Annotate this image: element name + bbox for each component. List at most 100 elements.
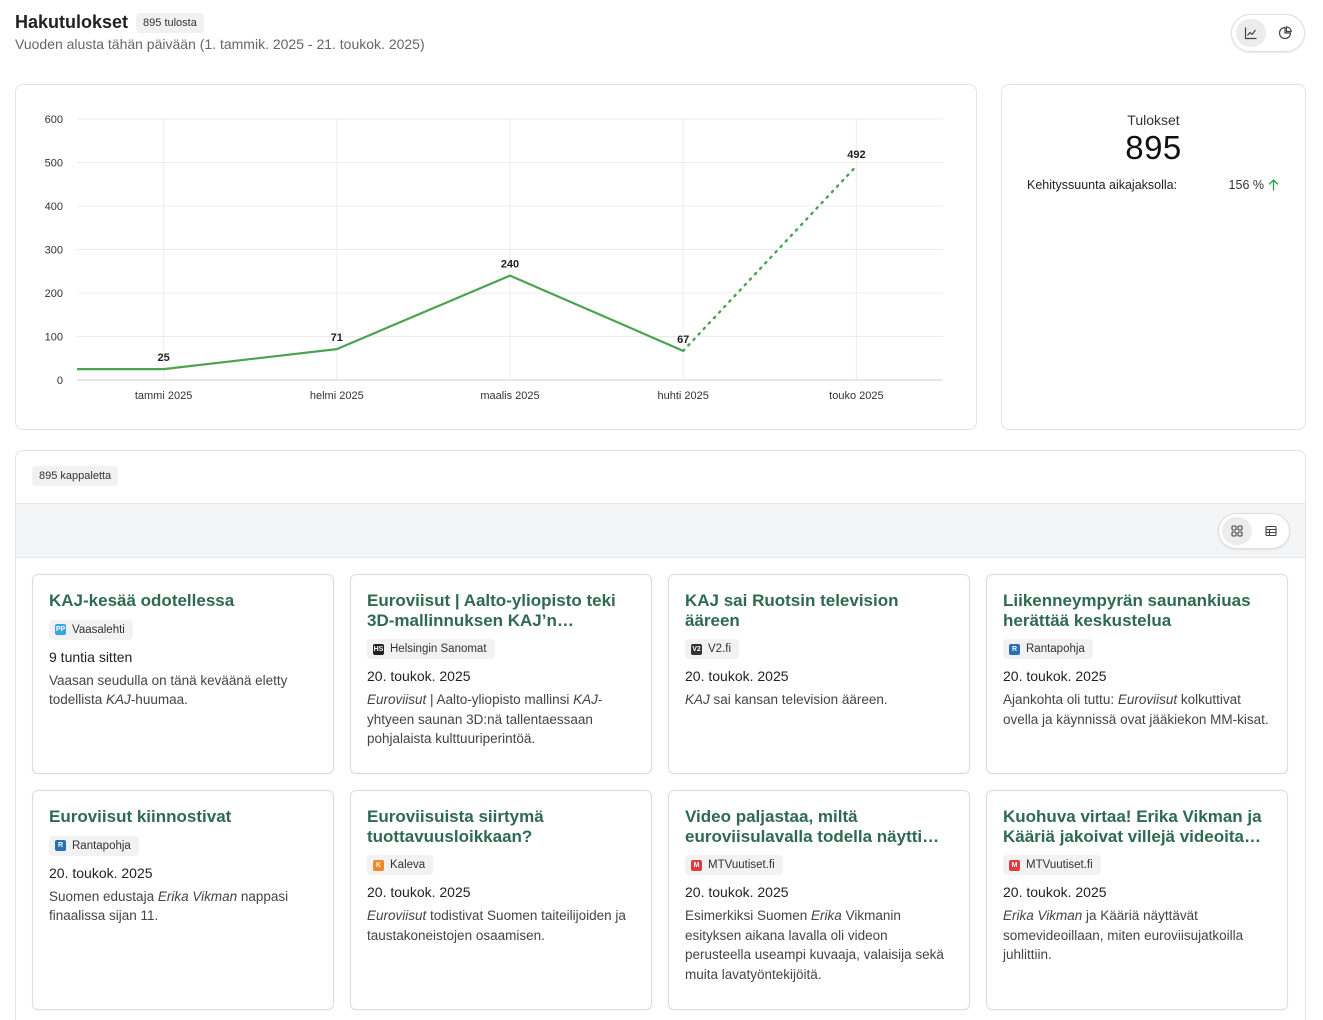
result-title[interactable]: Euroviisut | Aalto-yliopisto teki 3D-mal… (367, 591, 616, 630)
result-card[interactable]: KAJ sai Ruotsin television ääreen V2 V2.f… (668, 574, 970, 774)
source-name: MTVuutiset.fi (1026, 859, 1093, 871)
source-tag[interactable]: M MTVuutiset.fi (1003, 855, 1101, 875)
trend-line-chart: 0 100 200 300 400 500 600 tammi 2025 helmi 2025 m… (45, 114, 943, 402)
y-tick-label: 200 (45, 288, 63, 300)
results-count-badge: 895 kappaletta (32, 466, 119, 486)
result-date: 20. toukok. 2025 (685, 884, 789, 900)
x-tick-label: touko 2025 (829, 390, 883, 402)
source-name: Vaasalehti (72, 623, 125, 636)
source-tag[interactable]: R Rantapohja (49, 835, 139, 856)
result-excerpt: Ajankohta oli tuttu: Euroviisut kolkutti… (1003, 692, 1269, 727)
result-excerpt: Vaasan seudulla on tänä keväänä eletty t… (49, 672, 288, 708)
data-label: 67 (677, 334, 689, 346)
stats-card: Tulokset 895 Kehityssuunta aikajaksolla:… (1001, 84, 1306, 430)
source-tag[interactable]: PP Vaasalehti (49, 619, 133, 640)
table-icon (1265, 525, 1277, 537)
data-label: 71 (331, 332, 343, 344)
result-title[interactable]: Kuohuva virtaa! Erika Vikman ja Kääriä j… (1003, 807, 1262, 846)
source-logo-icon: R (55, 840, 66, 851)
source-name: Helsingin Sanomat (390, 643, 487, 655)
data-label: 492 (847, 149, 865, 161)
source-logo-icon: R (1009, 643, 1020, 655)
stats-label: Tulokset (1127, 112, 1180, 128)
result-excerpt: Euroviisut todistivat Suomen taiteilijoi… (367, 908, 626, 943)
source-logo-icon: PP (55, 624, 66, 635)
source-name: Rantapohja (1026, 643, 1085, 655)
pie-chart-icon (1278, 26, 1292, 40)
source-logo-icon: K (373, 859, 384, 871)
result-date: 20. toukok. 2025 (1003, 668, 1107, 684)
y-tick-label: 600 (45, 114, 63, 126)
y-tick-label: 400 (45, 201, 63, 213)
table-view-button[interactable] (1256, 517, 1286, 545)
y-tick-label: 100 (45, 332, 63, 344)
results-toolbar (16, 504, 1305, 558)
result-excerpt: KAJ sai kansan television ääreen. (685, 692, 888, 707)
trend-chart-card: 0 100 200 300 400 500 600 tammi 2025 helmi 2025 m… (15, 84, 977, 430)
results-panel: 895 kappaletta KAJ-kesää odotel (15, 450, 1306, 1020)
source-name: V2.fi (708, 643, 732, 655)
y-tick-label: 0 (57, 375, 63, 387)
page-title: Hakutulokset (15, 12, 129, 32)
result-title[interactable]: Video paljastaa, miltä euroviisulavalla … (685, 807, 923, 846)
result-excerpt: Euroviisut | Aalto-yliopisto mallinsi KA… (367, 692, 603, 746)
x-tick-label: helmi 2025 (310, 390, 364, 402)
x-tick-label: tammi 2025 (135, 390, 192, 402)
source-tag[interactable]: K Kaleva (367, 855, 434, 875)
result-card[interactable]: Liikenneympyrän saunankiuas herättää kes… (986, 574, 1288, 774)
result-card[interactable]: Euroviisuista siirtymä tuottavuusloikkaa… (350, 790, 652, 1010)
result-count-badge: 895 tulosta (136, 12, 204, 33)
source-name: Rantapohja (72, 839, 131, 852)
data-label: 25 (157, 352, 169, 364)
source-logo-icon: HS (373, 643, 384, 655)
trend-value: 156 % (1228, 178, 1264, 192)
source-logo-icon: V2 (691, 643, 702, 655)
result-title[interactable]: Euroviisut kiinnostivat (49, 807, 232, 826)
result-title[interactable]: KAJ-kesää odotellessa (49, 591, 235, 610)
result-card[interactable]: KAJ-kesää odotellessa PP Vaasalehti 9 tun… (32, 574, 334, 774)
y-tick-label: 500 (45, 158, 63, 170)
line-chart-icon (1244, 27, 1257, 40)
result-card[interactable]: Euroviisut kiinnostivat R Rantapohja 20. … (32, 790, 334, 1010)
layout-toggle (1218, 513, 1290, 549)
source-logo-icon: M (1009, 859, 1020, 871)
trend-value-group: 156 % (1229, 178, 1279, 192)
result-title[interactable]: Liikenneympyrän saunankiuas herättää kes… (1003, 591, 1251, 630)
source-tag[interactable]: HS Helsingin Sanomat (367, 639, 495, 659)
results-grid: KAJ-kesää odotellessa PP Vaasalehti 9 tun… (32, 574, 1290, 1010)
result-date: 20. toukok. 2025 (49, 864, 153, 881)
line-chart-button[interactable] (1236, 19, 1266, 47)
source-tag[interactable]: V2 V2.fi (685, 639, 740, 659)
result-excerpt: Esimerkiksi Suomen Erika Vikmanin esityk… (685, 908, 944, 982)
arrow-up-icon (1268, 179, 1279, 191)
result-card[interactable]: Kuohuva virtaa! Erika Vikman ja Kääriä j… (986, 790, 1288, 1010)
result-card[interactable]: Video paljastaa, miltä euroviisulavalla … (668, 790, 970, 1010)
result-date: 9 tuntia sitten (49, 648, 133, 665)
y-tick-label: 300 (45, 245, 63, 257)
data-label: 240 (501, 259, 519, 271)
stats-total-value: 895 (1125, 129, 1182, 166)
source-tag[interactable]: R Rantapohja (1003, 639, 1093, 659)
trend-label: Kehityssuunta aikajaksolla: (1027, 178, 1178, 192)
result-title[interactable]: KAJ sai Ruotsin television ääreen (685, 591, 899, 630)
series-line (77, 274, 684, 371)
result-card[interactable]: Euroviisut | Aalto-yliopisto teki 3D-mal… (350, 574, 652, 774)
date-range-subtitle: Vuoden alusta tähän päivään (1. tammik. … (15, 36, 425, 52)
x-tick-label: maalis 2025 (480, 390, 539, 402)
source-tag[interactable]: M MTVuutiset.fi (685, 855, 783, 875)
result-excerpt: Suomen edustaja Erika Vikman nappasi fin… (49, 888, 289, 924)
grid-icon (1231, 525, 1243, 537)
result-title[interactable]: Euroviisuista siirtymä tuottavuusloikkaa… (367, 807, 544, 846)
result-date: 20. toukok. 2025 (367, 668, 471, 684)
chart-type-toggle (1231, 14, 1305, 52)
grid-view-button[interactable] (1222, 517, 1252, 545)
source-name: MTVuutiset.fi (708, 859, 775, 871)
source-logo-icon: M (691, 859, 702, 871)
result-date: 20. toukok. 2025 (685, 668, 789, 684)
page-header: Hakutulokset 895 tulosta Vuoden alusta t… (15, 12, 1305, 62)
result-date: 20. toukok. 2025 (367, 884, 471, 900)
result-date: 20. toukok. 2025 (1003, 884, 1107, 900)
pie-chart-button[interactable] (1270, 19, 1300, 47)
trend-row: Kehityssuunta aikajaksolla: 156 % (1002, 178, 1305, 192)
x-tick-label: huhti 2025 (658, 390, 709, 402)
